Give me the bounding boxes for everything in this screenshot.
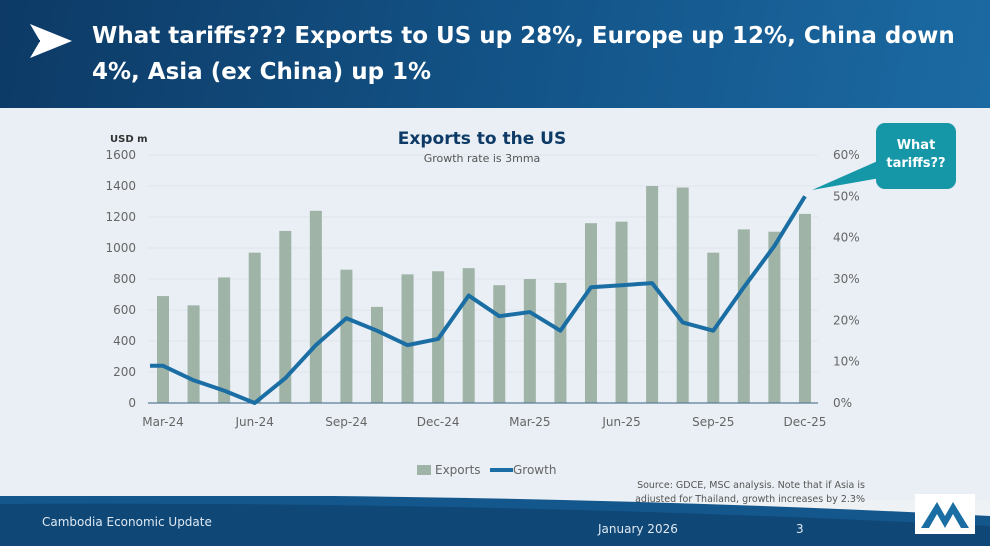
bar-exports	[615, 221, 628, 403]
y2-tick-label: 0%	[833, 396, 852, 410]
y-axis-label: USD m	[110, 134, 148, 145]
legend-label-exports: Exports	[435, 463, 481, 477]
y2-tick-label: 30%	[833, 272, 860, 286]
chart-subtitle: Growth rate is 3mma	[424, 152, 541, 165]
y-tick-label: 1000	[105, 241, 136, 255]
x-tick-label: Jun-25	[601, 415, 640, 429]
footer-band	[0, 496, 990, 546]
bar-exports	[554, 282, 567, 403]
bar-exports	[798, 213, 811, 403]
x-tick-label: Dec-25	[784, 415, 827, 429]
x-tick-label: Mar-25	[509, 415, 550, 429]
legend-label-growth: Growth	[513, 463, 556, 477]
bar-exports	[401, 274, 414, 403]
x-tick-label: Dec-24	[417, 415, 460, 429]
bar-exports	[340, 269, 353, 403]
bar-exports	[737, 229, 750, 403]
bar-exports	[248, 252, 261, 403]
bar-exports	[646, 186, 659, 403]
x-tick-label: Sep-24	[325, 415, 367, 429]
y2-tick-label: 60%	[833, 148, 860, 162]
bar-exports	[523, 279, 536, 403]
bar-exports	[493, 285, 506, 403]
footer-date: January 2026	[598, 522, 678, 536]
bar-exports	[279, 230, 292, 403]
footer-title: Cambodia Economic Update	[42, 515, 212, 529]
bar-exports	[218, 277, 231, 403]
source-note: Source: GDCE, MSC analysis. Note that if…	[635, 480, 865, 505]
bar-exports	[768, 231, 781, 403]
y-tick-label: 1400	[105, 179, 136, 193]
y2-tick-label: 20%	[833, 313, 860, 327]
y2-tick-label: 40%	[833, 231, 860, 245]
y-tick-label: 1200	[105, 210, 136, 224]
callout-pointer	[812, 160, 880, 190]
callout-line1: What	[896, 138, 936, 153]
y2-tick-label: 10%	[833, 355, 860, 369]
slide-title: What tariffs??? Exports to US up 28%, Eu…	[92, 23, 955, 85]
y-tick-label: 800	[113, 272, 136, 286]
y-tick-label: 200	[113, 365, 136, 379]
exports-chart: 0 200 400 600 800 1000 1200 1400 1600 0% 10% 20% 30%…	[105, 129, 880, 477]
callout-bubble: What tariffs??	[876, 123, 956, 189]
x-tick-label: Mar-24	[142, 415, 183, 429]
y2-tick-label: 50%	[833, 189, 860, 203]
x-tick-label: Sep-25	[692, 415, 734, 429]
bar-exports	[187, 305, 200, 403]
bar-exports	[370, 306, 383, 403]
legend-swatch-exports	[417, 465, 431, 475]
chart-title: Exports to the US	[398, 129, 566, 149]
bar-exports	[309, 210, 322, 403]
y-tick-label: 400	[113, 334, 136, 348]
slide-header: What tariffs??? Exports to US up 28%, Eu…	[0, 0, 990, 108]
bar-exports	[462, 268, 475, 403]
bar-exports	[676, 187, 689, 403]
page-number: 3	[796, 522, 804, 536]
company-logo-icon	[915, 494, 975, 534]
x-tick-label: Jun-24	[235, 415, 274, 429]
y-tick-label: 0	[128, 396, 136, 410]
bar-exports	[584, 223, 597, 403]
bar-exports	[157, 296, 169, 403]
y-tick-label: 1600	[105, 148, 136, 162]
y-tick-label: 600	[113, 303, 136, 317]
callout-line2: tariffs??	[886, 156, 946, 171]
arrow-logo-icon	[30, 24, 72, 58]
